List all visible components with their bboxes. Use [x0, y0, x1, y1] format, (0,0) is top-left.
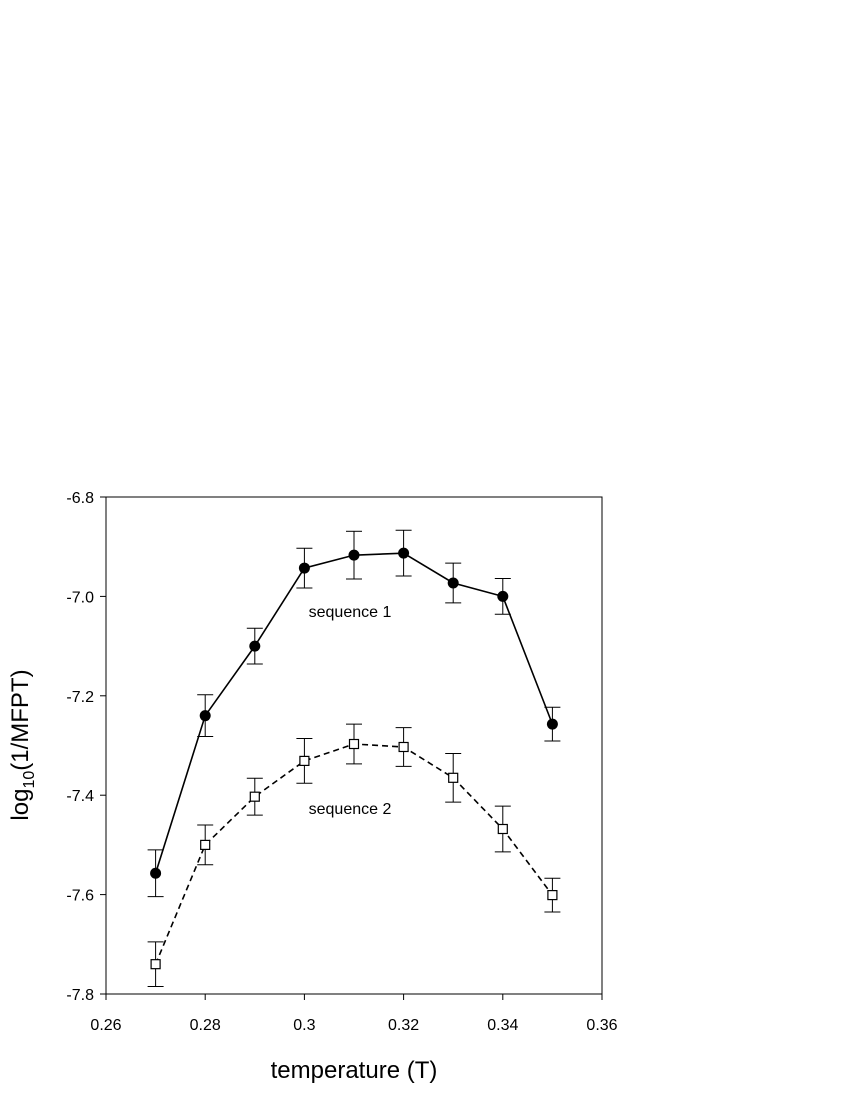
y-tick-label: -6.8	[66, 490, 94, 507]
marker	[249, 640, 261, 652]
marker	[150, 959, 161, 970]
x-tick-label: 0.26	[90, 1017, 121, 1034]
marker	[348, 549, 360, 561]
marker	[497, 590, 509, 602]
y-axis-label: log10(1/MFPT)	[7, 669, 38, 820]
x-tick-label: 0.28	[190, 1017, 221, 1034]
marker	[497, 823, 508, 835]
marker	[199, 710, 211, 722]
x-tick-label: 0.3	[293, 1017, 315, 1034]
y-tick-label: -7.4	[66, 788, 94, 805]
series-line	[154, 552, 554, 874]
y-tick-label: -7.2	[66, 689, 94, 706]
marker	[249, 791, 260, 802]
marker	[398, 741, 409, 753]
y-tick-label: -7.0	[66, 589, 94, 606]
marker	[150, 867, 162, 879]
marker	[298, 562, 310, 574]
marker	[299, 755, 310, 767]
x-axis-label: temperature (T)	[271, 1057, 438, 1084]
marker	[547, 889, 558, 901]
y-label-base: log	[7, 789, 34, 821]
marker	[546, 718, 558, 730]
x-tick-label: 0.34	[487, 1017, 518, 1034]
series-label: sequence 1	[309, 604, 392, 621]
marker	[200, 839, 211, 851]
plot-frame	[105, 496, 603, 995]
marker	[398, 547, 410, 559]
y-label-sub: 10	[21, 771, 38, 789]
marker	[447, 577, 459, 589]
x-tick-label: 0.32	[388, 1017, 419, 1034]
y-label-rest: (1/MFPT)	[7, 669, 34, 770]
x-tick-label: 0.36	[586, 1017, 617, 1034]
y-tick-label: -7.6	[66, 888, 94, 905]
y-tick-label: -7.8	[66, 987, 94, 1004]
marker	[448, 772, 459, 783]
marker	[348, 738, 360, 750]
series-label: sequence 2	[309, 801, 392, 818]
series-line	[154, 743, 554, 965]
